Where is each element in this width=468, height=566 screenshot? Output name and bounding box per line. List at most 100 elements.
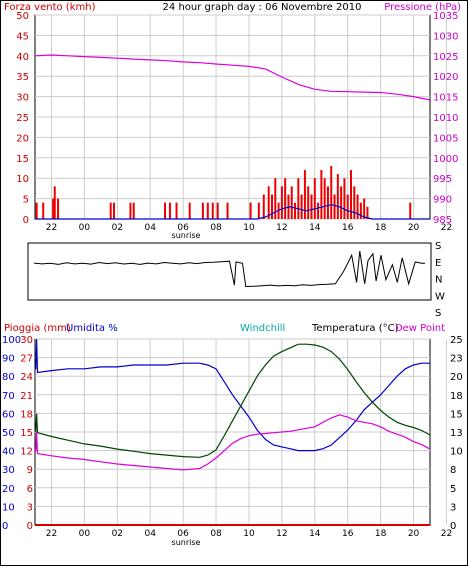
hour-tick-label: 04 (144, 223, 156, 233)
humidity-axis-title: Umidita % (66, 323, 118, 334)
humidity-tick-label: 30 (2, 465, 15, 476)
rain-axis-title: Pioggia (mm) (4, 323, 71, 334)
wind-tick-label: 10 (16, 174, 29, 185)
hour-tick-label: 12 (276, 529, 287, 539)
wind-tick-label: 15 (16, 154, 29, 165)
hour-tick-label: 16 (342, 223, 354, 233)
wind-pressure-chart-title: 24 hour graph day : 06 Novembre 2010 (163, 2, 362, 13)
temperature-tick-label: 25 (450, 335, 463, 346)
dewpoint-line (35, 414, 431, 471)
rain-tick-label: 9 (27, 465, 33, 476)
pressure-tick-label: 1005 (433, 133, 458, 144)
hour-tick-label: 18 (375, 529, 387, 539)
wind-tick-label: 45 (16, 31, 29, 42)
humidity-tick-label: 20 (2, 484, 15, 495)
wind-direction-series (33, 251, 425, 288)
rain-tick-label: 15 (20, 428, 33, 439)
wind-tick-label: 25 (16, 113, 29, 124)
hour-tick-label: 04 (144, 529, 156, 539)
hour-tick-label: 22 (46, 223, 57, 233)
hour-tick-label: 08 (210, 529, 222, 539)
hour-tick-label: 22 (46, 529, 57, 539)
temperature-tick-label: 13 (450, 428, 463, 439)
direction-tick-label: E (435, 258, 441, 269)
wind-tick-label: 35 (16, 72, 29, 83)
hour-tick-label: 14 (309, 223, 321, 233)
wind-direction-line (33, 251, 425, 288)
humidity-tick-label: 90 (2, 354, 15, 365)
humidity-tick-label: 0 (2, 521, 8, 532)
wind-tick-label: 5 (23, 195, 29, 206)
hour-tick-label: 10 (243, 223, 255, 233)
pressure-tick-label: 1020 (433, 72, 458, 83)
wind-tick-label: 20 (16, 133, 29, 144)
rain-tick-label: 6 (27, 484, 33, 495)
hour-tick-label: 22 (441, 529, 452, 539)
hour-tick-label: 06 (177, 223, 189, 233)
rain-tick-label: 24 (20, 372, 33, 383)
humidity-tick-label: 80 (2, 372, 15, 383)
hour-tick-label: 08 (210, 223, 222, 233)
rain-tick-label: 18 (20, 409, 33, 420)
temperature-tick-label: 0 (450, 521, 456, 532)
temperature-tick-label: 3 (450, 502, 456, 513)
sunrise-label-lower: sunrise (172, 538, 201, 547)
humidity-tick-label: 100 (2, 335, 21, 346)
pressure-tick-label: 985 (433, 215, 452, 226)
wind-tick-label: 40 (16, 52, 29, 63)
hour-tick-label: 20 (408, 529, 420, 539)
pressure-tick-label: 1030 (433, 31, 458, 42)
hour-tick-label: 20 (408, 223, 420, 233)
hour-tick-label: 00 (79, 223, 91, 233)
wind-tick-label: 0 (23, 215, 29, 226)
hour-tick-label: 00 (79, 529, 91, 539)
temperature-tick-label: 23 (450, 354, 463, 365)
humidity-tick-label: 10 (2, 502, 15, 513)
hour-tick-label: 18 (375, 223, 387, 233)
wind-axis-title: Forza vento (kmh) (4, 2, 96, 13)
temperature-legend-label: Temperatura (°C) (311, 323, 399, 334)
hour-tick-label: 16 (342, 529, 354, 539)
sunrise-label: sunrise (172, 231, 201, 240)
humidity-tick-label: 40 (2, 447, 15, 458)
temperature-tick-label: 10 (450, 447, 463, 458)
rain-tick-label: 12 (20, 447, 33, 458)
direction-tick-label: N (435, 275, 442, 286)
hour-tick-label: 02 (112, 529, 123, 539)
humidity-tick-label: 70 (2, 391, 15, 402)
temperature-tick-label: 20 (450, 372, 463, 383)
pressure-tick-label: 990 (433, 195, 452, 206)
pressure-line (34, 54, 431, 101)
wind-pressure-grid (35, 14, 447, 220)
pressure-tick-label: 1025 (433, 52, 458, 63)
direction-tick-label: S (435, 308, 441, 319)
hour-tick-label: 22 (441, 223, 452, 233)
hour-tick-label: 14 (309, 529, 321, 539)
temperature-tick-label: 5 (450, 484, 456, 495)
hour-tick-label: 06 (177, 529, 189, 539)
pressure-tick-label: 1000 (433, 154, 458, 165)
wind-speed-line (35, 204, 430, 220)
rain-tick-label: 3 (27, 502, 33, 513)
wind-pressure-panel: 0510152025303540455098599099510001005101… (4, 2, 461, 240)
pressure-axis-title: Pressione (hPa) (384, 2, 461, 13)
wind-pressure-axes: 0510152025303540455098599099510001005101… (16, 11, 458, 233)
temperature-line (35, 343, 431, 458)
hour-tick-label: 12 (276, 223, 287, 233)
humidity-line (35, 338, 430, 452)
hour-tick-label: 10 (243, 529, 255, 539)
pressure-tick-label: 1015 (433, 93, 458, 104)
windchill-legend-label: Windchill (240, 323, 285, 334)
pressure-tick-label: 995 (433, 174, 452, 185)
rain-tick-label: 30 (20, 335, 33, 346)
direction-tick-label: W (435, 291, 445, 302)
temperature-humidity-series (35, 338, 431, 526)
temperature-tick-label: 18 (450, 391, 463, 402)
wind-pressure-series (34, 54, 431, 220)
pressure-tick-label: 1035 (433, 11, 458, 22)
